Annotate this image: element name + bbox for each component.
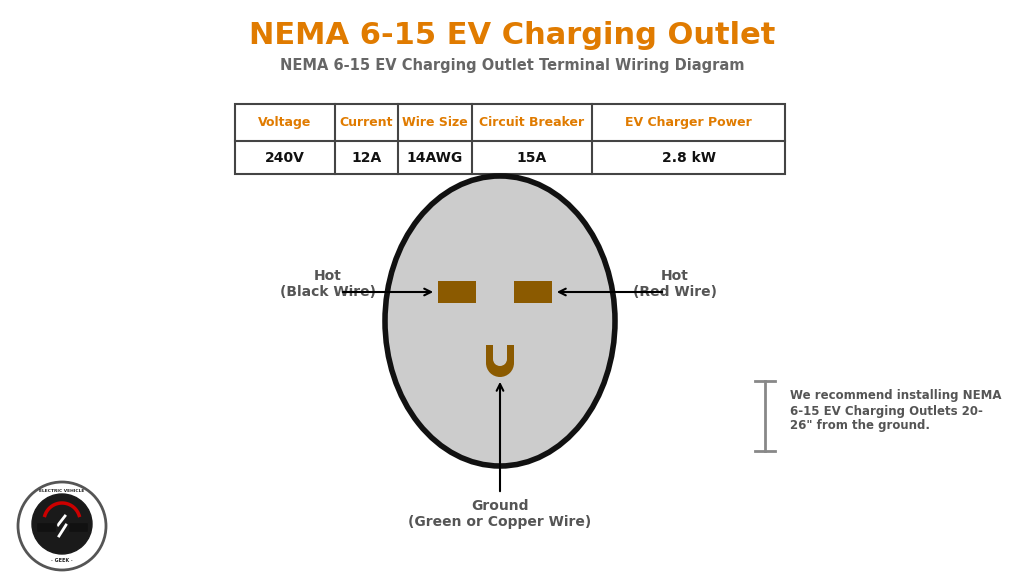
- Text: · GEEK ·: · GEEK ·: [51, 558, 73, 563]
- Text: Wire Size: Wire Size: [402, 116, 468, 129]
- Bar: [234, 104, 785, 174]
- Text: Circuit Breaker: Circuit Breaker: [479, 116, 585, 129]
- Text: 2.8 kW: 2.8 kW: [662, 150, 716, 165]
- Bar: [36, 522, 56, 532]
- Text: EV Charger Power: EV Charger Power: [625, 116, 752, 129]
- Text: 240V: 240V: [265, 150, 305, 165]
- Wedge shape: [486, 363, 514, 377]
- Text: NEMA 6-15 EV Charging Outlet: NEMA 6-15 EV Charging Outlet: [249, 21, 775, 50]
- Text: Hot
(Black Wire): Hot (Black Wire): [280, 269, 376, 299]
- Text: ELECTRIC VEHICLE: ELECTRIC VEHICLE: [39, 489, 85, 493]
- Ellipse shape: [385, 176, 615, 466]
- Text: Ground
(Green or Copper Wire): Ground (Green or Copper Wire): [409, 499, 592, 529]
- Circle shape: [18, 482, 106, 570]
- Text: 12A: 12A: [351, 150, 382, 165]
- Bar: [514, 281, 552, 303]
- Text: We recommend installing NEMA
6-15 EV Charging Outlets 20-
26" from the ground.: We recommend installing NEMA 6-15 EV Cha…: [790, 389, 1001, 433]
- Text: Voltage: Voltage: [258, 116, 311, 129]
- Bar: [493, 343, 507, 359]
- Circle shape: [32, 494, 92, 554]
- Wedge shape: [493, 359, 507, 366]
- Text: 15A: 15A: [517, 150, 547, 165]
- Text: Hot
(Red Wire): Hot (Red Wire): [633, 269, 717, 299]
- Text: NEMA 6-15 EV Charging Outlet Terminal Wiring Diagram: NEMA 6-15 EV Charging Outlet Terminal Wi…: [280, 58, 744, 73]
- Bar: [486, 345, 514, 363]
- Text: Current: Current: [340, 116, 393, 129]
- Text: 14AWG: 14AWG: [407, 150, 463, 165]
- Bar: [438, 281, 476, 303]
- Bar: [68, 522, 88, 532]
